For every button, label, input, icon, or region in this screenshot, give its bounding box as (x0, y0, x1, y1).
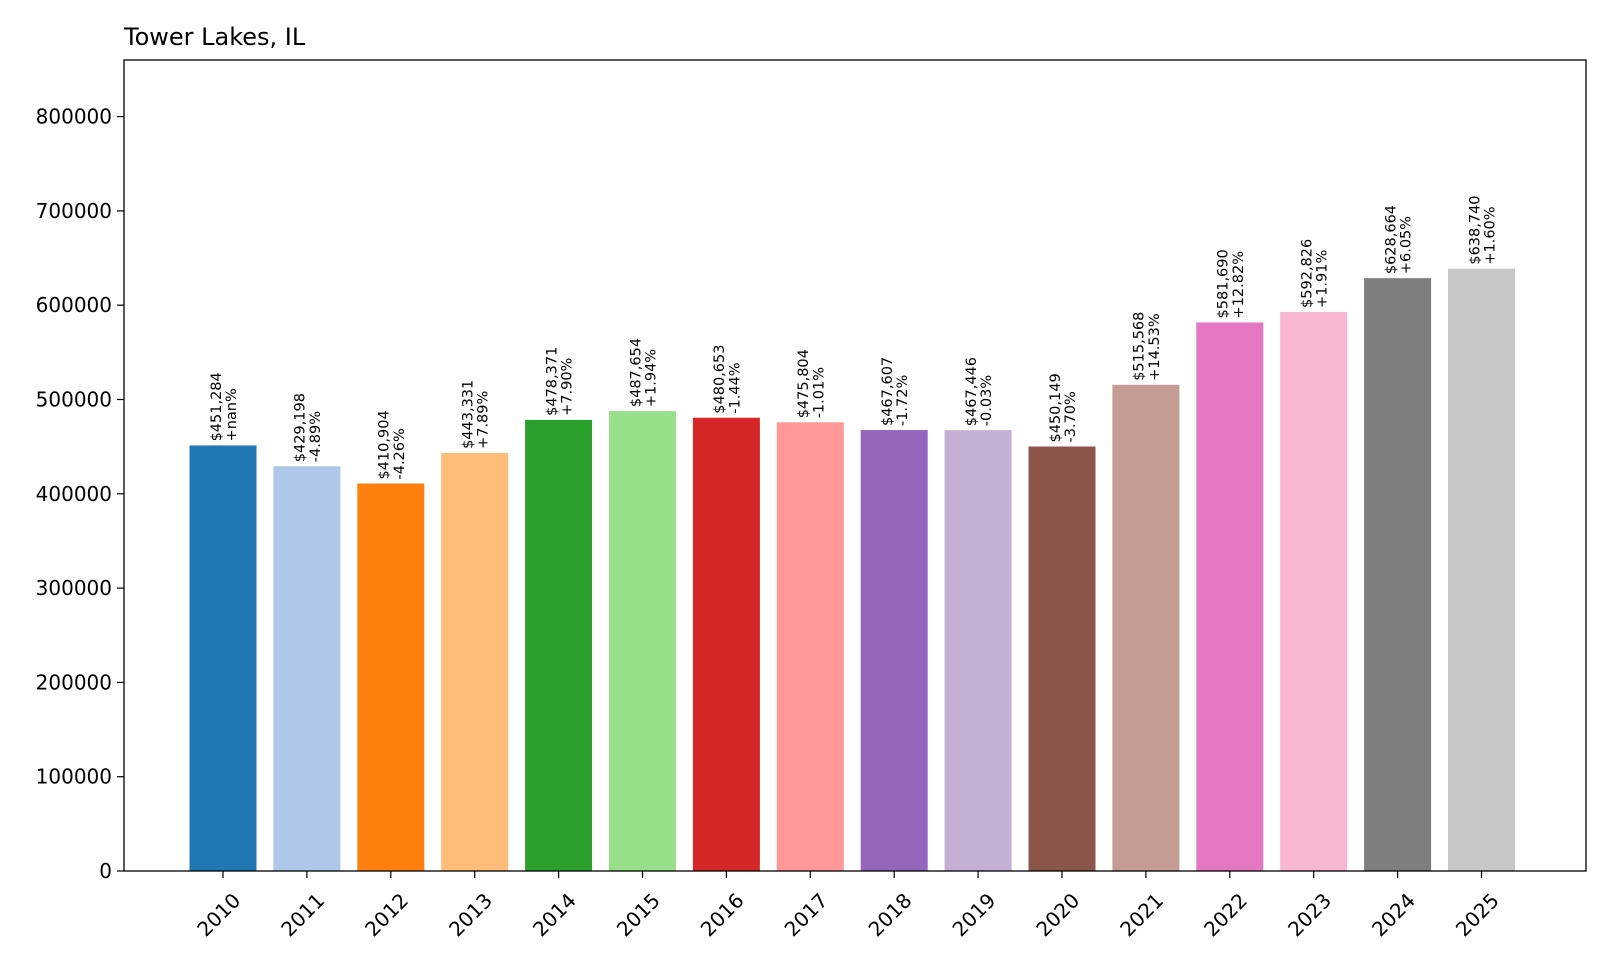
bar-value-label-2015: $487,654+1.94% (628, 338, 659, 407)
bar-value-label-2014: $478,371+7.90% (544, 347, 575, 416)
bar-value-label-2021: $515,568+14.53% (1132, 312, 1163, 381)
bar-value-label-2013: $443,331+7.89% (461, 380, 492, 449)
bar-value-label-2018: $467,607-1.72% (880, 357, 911, 426)
x-tick-label-2015: 2015 (612, 888, 665, 941)
y-tick-label: 200000 (36, 670, 112, 694)
bar-2013 (441, 452, 509, 871)
plot-frame (123, 59, 1587, 872)
bar-value-label-2025: $638,740+1.60% (1467, 195, 1498, 264)
bar-value-label-2022: $581,690+12.82% (1216, 249, 1247, 318)
bar-labels-layer: $451,284+nan% $429,198-4.89% $410,904-4.26… (209, 195, 1499, 479)
x-tick-label-2018: 2018 (864, 888, 917, 941)
bar-2024 (1364, 278, 1432, 871)
bars-layer (189, 268, 1515, 872)
x-tick-label-2021: 2021 (1115, 888, 1168, 941)
x-tick-label-2023: 2023 (1283, 888, 1336, 941)
x-tick-label-2024: 2024 (1367, 888, 1420, 941)
x-tick-label-2012: 2012 (360, 888, 413, 941)
bar-2015 (609, 411, 676, 871)
x-tick-label-2014: 2014 (528, 888, 581, 941)
bar-2020 (1028, 446, 1096, 871)
bar-value-label-2020: $450,149-3.70% (1048, 373, 1079, 442)
bar-value-label-2023: $592,826+1.91% (1300, 239, 1331, 308)
bar-2014 (525, 419, 593, 871)
x-tick-label-2020: 2020 (1031, 888, 1084, 941)
y-tick-label: 400000 (36, 482, 112, 506)
bar-2023 (1280, 311, 1348, 871)
bar-2021 (1112, 384, 1180, 871)
bar-value-label-2024: $628,664+6.05% (1383, 205, 1414, 274)
bar-2025 (1448, 268, 1515, 871)
bar-2019 (944, 430, 1012, 871)
bar-2022 (1196, 322, 1264, 872)
chart-title: Tower Lakes, IL (123, 23, 306, 51)
x-tick-label-2017: 2017 (780, 888, 833, 941)
y-tick-label: 100000 (36, 765, 112, 789)
y-tick-label: 0 (99, 859, 112, 883)
x-tick-label-2016: 2016 (696, 888, 749, 941)
bar-2016 (692, 417, 760, 871)
y-tick-label: 600000 (36, 293, 112, 317)
bar-2017 (776, 422, 844, 871)
bar-2012 (357, 483, 425, 871)
bar-2011 (273, 466, 341, 871)
x-tick-label-2013: 2013 (444, 888, 497, 941)
y-tick-label: 300000 (36, 576, 112, 600)
x-tick-label-2025: 2025 (1451, 888, 1504, 941)
x-tick-label-2019: 2019 (947, 888, 1000, 941)
bar-value-label-2010: $451,284+nan% (209, 372, 240, 441)
bar-value-label-2012: $410,904-4.26% (377, 410, 408, 479)
bar-2018 (860, 430, 928, 871)
bar-value-label-2011: $429,198-4.89% (293, 393, 324, 462)
y-tick-label: 700000 (36, 199, 112, 223)
x-axis: 2010 2011 2012 2013 2014 2015 2016 2017 2018 2019… (192, 871, 1504, 941)
y-axis: 0 100000 200000 300000 400000 500000 600000 700… (36, 105, 124, 883)
x-tick-label-2010: 2010 (192, 888, 245, 941)
bar-value-label-2017: $475,804-1.01% (796, 349, 827, 418)
bar-value-label-2019: $467,446-0.03% (964, 357, 995, 426)
bar-value-label-2016: $480,653-1.44% (712, 345, 743, 414)
y-tick-label: 500000 (36, 387, 112, 411)
x-tick-label-2011: 2011 (276, 888, 329, 941)
y-tick-label: 800000 (36, 105, 112, 129)
x-tick-label-2022: 2022 (1199, 888, 1252, 941)
bar-2010 (189, 445, 257, 871)
